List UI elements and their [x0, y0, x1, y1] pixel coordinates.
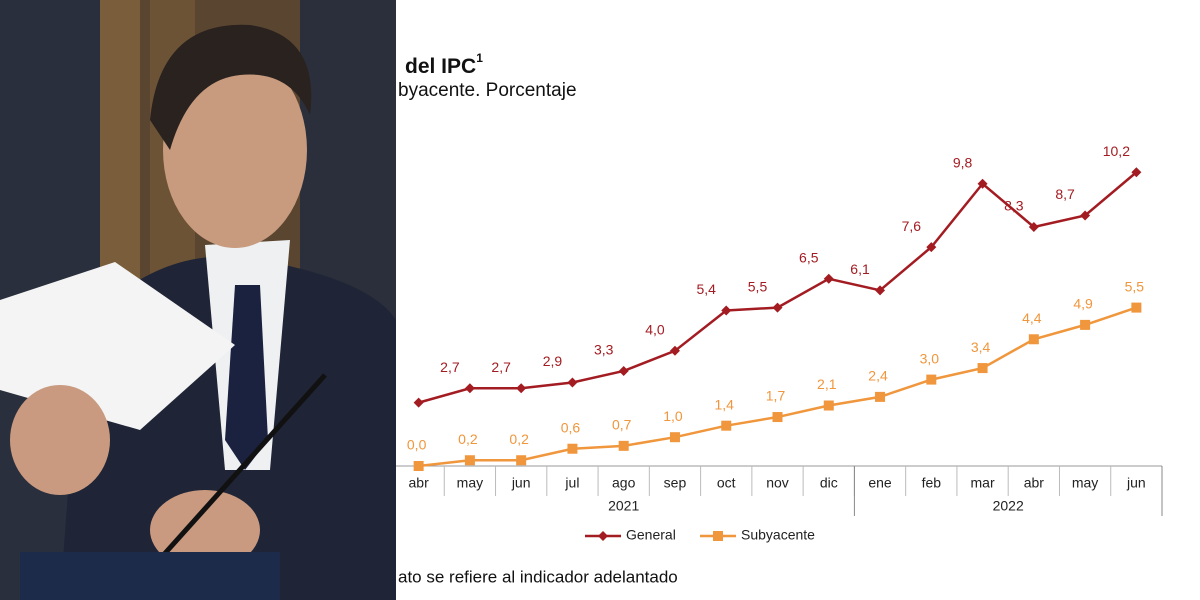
footnote: ato se refiere al indicador adelantado: [398, 567, 678, 586]
point-marker: [926, 242, 937, 253]
data-label: 5,5: [748, 278, 768, 294]
point-marker: [1131, 302, 1142, 313]
photo: [0, 0, 396, 600]
data-label: 2,4: [868, 368, 888, 384]
chart-title: del IPC1: [405, 51, 483, 77]
legend-marker: [713, 531, 723, 541]
point-marker: [618, 440, 629, 451]
data-label: 1,4: [714, 396, 734, 412]
x-tick-label: nov: [766, 475, 789, 491]
data-label: 10,2: [1103, 143, 1130, 159]
point-marker: [567, 377, 578, 388]
x-tick-label: may: [457, 475, 483, 491]
point-marker: [926, 374, 937, 385]
data-label: 5,4: [696, 281, 716, 297]
x-group-label: 2021: [608, 498, 639, 514]
legend-label: General: [626, 527, 676, 543]
x-tick-label: jun: [1126, 475, 1146, 491]
data-label: 4,4: [1022, 310, 1042, 326]
chart-subtitle: byacente. Porcentaje: [398, 80, 577, 101]
data-label: 4,0: [645, 322, 665, 338]
data-label: 6,1: [850, 261, 870, 277]
legend-label: Subyacente: [741, 527, 815, 543]
point-marker: [1080, 210, 1091, 221]
data-label: 6,5: [799, 250, 819, 266]
data-label: 2,7: [440, 359, 460, 375]
data-label: 0,6: [561, 419, 581, 435]
hand: [10, 385, 110, 495]
point-marker: [567, 443, 578, 454]
x-tick-label: abr: [1024, 475, 1045, 491]
point-marker: [875, 391, 886, 402]
point-marker: [875, 285, 886, 296]
point-marker: [669, 345, 680, 356]
data-label: 4,9: [1073, 296, 1093, 312]
data-label: 0,2: [458, 431, 478, 447]
point-marker: [464, 455, 475, 466]
data-label: 1,0: [663, 408, 683, 424]
title-text: del IPC: [405, 55, 476, 78]
x-tick-label: oct: [717, 475, 736, 491]
x-tick-label: sep: [664, 475, 687, 491]
point-marker: [977, 363, 988, 374]
point-marker: [772, 302, 783, 313]
data-label: 0,7: [612, 417, 632, 433]
hand: [150, 490, 260, 570]
legend-marker: [598, 531, 608, 541]
point-marker: [721, 305, 732, 316]
point-marker: [413, 461, 424, 471]
data-label: 3,0: [920, 350, 940, 366]
data-label: 9,8: [953, 154, 973, 170]
data-label: 3,4: [971, 339, 991, 355]
x-tick-label: jul: [564, 475, 579, 491]
data-label: 0,2: [509, 431, 529, 447]
data-label: 8,3: [1004, 198, 1024, 214]
point-marker: [721, 420, 732, 431]
point-marker: [516, 455, 527, 466]
point-marker: [1080, 319, 1091, 330]
data-label: 7,6: [902, 218, 922, 234]
point-marker: [618, 365, 629, 376]
data-label: 1,7: [766, 388, 786, 404]
x-tick-label: may: [1072, 475, 1098, 491]
data-label: 2,1: [817, 376, 837, 392]
tie: [225, 285, 268, 470]
point-marker: [772, 412, 783, 423]
nameplate: [20, 552, 280, 600]
point-marker: [1131, 167, 1142, 178]
data-label: 2,7: [491, 359, 511, 375]
point-marker: [516, 383, 527, 394]
x-tick-label: mar: [971, 475, 995, 491]
data-label: 0,0: [407, 437, 427, 453]
point-marker: [413, 397, 424, 408]
data-label: 8,7: [1055, 186, 1075, 202]
x-group-label: 2022: [993, 498, 1024, 514]
x-tick-label: ago: [612, 475, 636, 491]
data-label: 5,5: [1125, 278, 1145, 294]
x-tick-label: abr: [409, 475, 430, 491]
point-marker: [1028, 221, 1039, 232]
point-marker: [1028, 334, 1039, 345]
data-label: 3,3: [594, 342, 614, 358]
title-superscript: 1: [476, 51, 483, 65]
point-marker: [669, 432, 680, 443]
data-label: 2,9: [543, 353, 563, 369]
face: [163, 52, 307, 248]
point-marker: [977, 178, 988, 189]
point-marker: [823, 400, 834, 411]
series-line: [418, 171, 1138, 404]
x-tick-label: feb: [922, 475, 942, 491]
hair: [150, 24, 312, 150]
point-marker: [823, 273, 834, 284]
microphone: [148, 373, 327, 572]
x-tick-label: ene: [868, 475, 892, 491]
point-marker: [464, 383, 475, 394]
x-tick-label: jun: [511, 475, 531, 491]
x-tick-label: dic: [820, 475, 838, 491]
